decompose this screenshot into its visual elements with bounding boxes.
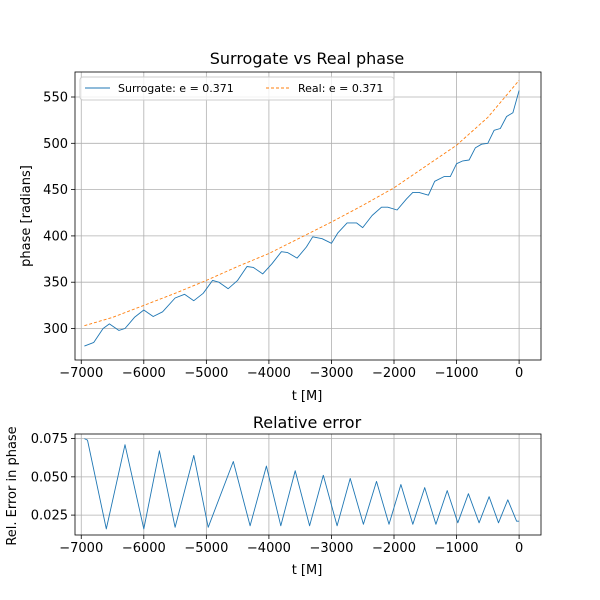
top-y-tick-label: 450 — [43, 183, 68, 198]
bottom-x-tick-label: −5000 — [184, 541, 228, 556]
bottom-chart-title: Relative error — [253, 413, 362, 432]
top-plot-frame — [74, 71, 542, 361]
top-x-tick-label: −3000 — [309, 366, 353, 381]
bottom-y-tick-label: 0.075 — [31, 432, 68, 447]
top-x-tick-label: −2000 — [372, 366, 416, 381]
top-y-tick-label: 300 — [43, 322, 68, 337]
top-x-tick-label: −4000 — [247, 366, 291, 381]
bottom-x-tick-label: −4000 — [247, 541, 291, 556]
top-y-tick-label: 500 — [43, 137, 68, 152]
legend-label-real: Real: e = 0.371 — [298, 82, 383, 95]
legend-label-surrogate: Surrogate: e = 0.371 — [118, 82, 234, 95]
top-y-tick-label: 550 — [43, 91, 68, 106]
bottom-chart-xlabel: t [M] — [292, 563, 323, 578]
top-x-tick-label: −6000 — [122, 366, 166, 381]
bottom-x-tick-label: −3000 — [309, 541, 353, 556]
top-chart: −7000 −6000 −5000 −4000 −3000 −2000 −1000 0 300 3… — [43, 71, 542, 381]
top-y-tick-label: 400 — [43, 229, 68, 244]
bottom-x-tick-label: 0 — [515, 541, 523, 556]
bottom-series-0-line — [84, 438, 520, 530]
top-series-1-line — [84, 80, 520, 327]
top-x-tick-label: 0 — [515, 366, 523, 381]
legend: Surrogate: e = 0.371 Real: e = 0.371 — [79, 76, 395, 101]
bottom-chart-ylabel: Rel. Error in phase — [5, 426, 20, 545]
bottom-x-tick-label: −6000 — [122, 541, 166, 556]
bottom-plot-frame — [74, 433, 542, 536]
bottom-chart: −7000 −6000 −5000 −4000 −3000 −2000 −1000 0 0.02… — [31, 432, 542, 556]
bottom-y-tick-label: 0.025 — [31, 509, 68, 524]
bottom-x-tick-label: −1000 — [435, 541, 479, 556]
top-x-tick-label: −1000 — [435, 366, 479, 381]
top-series-0-line — [84, 90, 520, 347]
bottom-x-tick-label: −2000 — [372, 541, 416, 556]
top-chart-title: Surrogate vs Real phase — [210, 49, 405, 68]
legend-frame — [79, 76, 395, 101]
bottom-y-tick-label: 0.050 — [31, 470, 68, 485]
top-chart-xlabel: t [M] — [292, 389, 323, 404]
top-chart-ylabel: phase [radians] — [19, 165, 34, 267]
top-y-tick-label: 350 — [43, 276, 68, 291]
bottom-x-tick-label: −7000 — [59, 541, 103, 556]
top-x-tick-label: −7000 — [59, 366, 103, 381]
top-x-tick-label: −5000 — [184, 366, 228, 381]
